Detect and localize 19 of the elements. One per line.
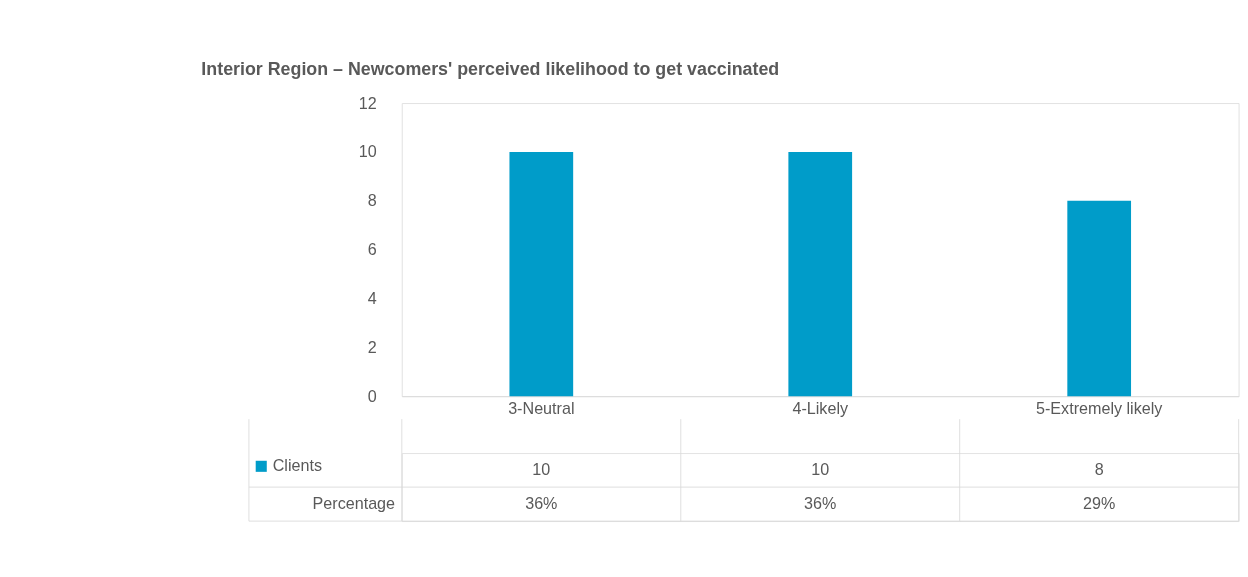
y-tick-label: 2 xyxy=(367,337,377,356)
text: 36% xyxy=(525,494,558,513)
x-tick-label: 5-Extremely likely xyxy=(1036,399,1164,418)
y-tick-label: 4 xyxy=(367,289,377,308)
y-tick-label: 6 xyxy=(367,240,377,259)
x-tick-label: 4-Likely xyxy=(792,399,849,418)
x-tick-label: 3-Neutral xyxy=(508,399,575,418)
legend-label: Clients xyxy=(272,456,322,475)
y-tick-label: 0 xyxy=(367,386,377,405)
text: 29% xyxy=(1083,494,1116,513)
y-tick-label: 12 xyxy=(358,93,377,112)
data-label: 10 xyxy=(811,460,830,479)
text: Percentage xyxy=(312,494,396,513)
y-tick-label: 10 xyxy=(358,142,377,161)
chart-title: Interior Region – Newcomers' perceived likelihood to get vaccinated xyxy=(201,58,780,79)
data-label: 10 xyxy=(532,460,551,479)
data-label: 8 xyxy=(1094,460,1104,479)
y-tick-label: 8 xyxy=(367,191,377,210)
text: 36% xyxy=(804,494,837,513)
